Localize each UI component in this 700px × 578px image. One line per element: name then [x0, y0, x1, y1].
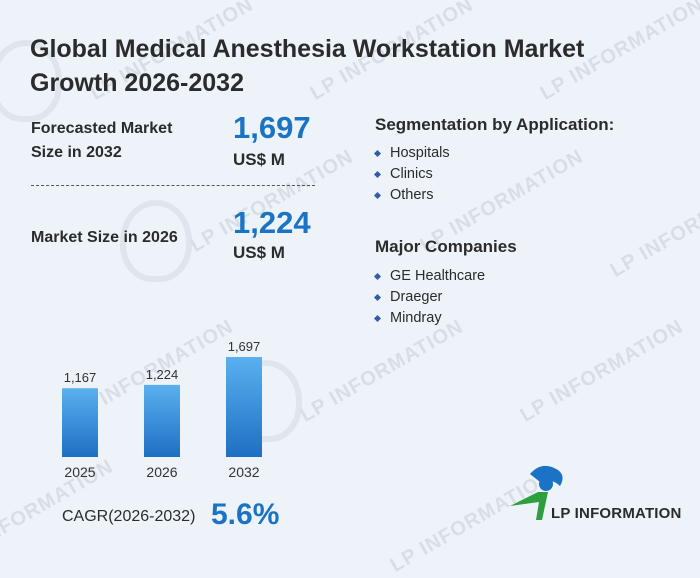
bullet-icon	[373, 170, 382, 179]
lp-logo-icon	[510, 465, 563, 520]
bullet-icon	[373, 191, 382, 200]
tick-label: 2025	[64, 464, 95, 480]
segment-label: Others	[390, 187, 434, 203]
segmentation-list: Hospitals Clinics Others	[373, 143, 450, 206]
logo-text: LP INFORMATION	[551, 505, 682, 522]
watermark-text: LP INFORMATION	[296, 315, 468, 427]
bullet-icon	[373, 314, 382, 323]
divider	[31, 185, 315, 186]
list-item: Hospitals	[373, 143, 450, 164]
cagr-label: CAGR(2026-2032)	[62, 508, 196, 525]
data-label: 1,697	[228, 339, 261, 354]
bar-2026	[144, 384, 180, 457]
segmentation-title: Segmentation by Application:	[375, 115, 615, 134]
companies-title: Major Companies	[375, 237, 517, 256]
list-item: GE Healthcare	[373, 266, 486, 287]
forecast-unit: US$ M	[233, 150, 285, 169]
cagr-value: 5.6%	[211, 498, 280, 531]
current-unit: US$ M	[233, 243, 285, 262]
bullet-icon	[373, 272, 382, 281]
watermark-text: LP INFORMATION	[516, 315, 688, 427]
bar-chart: 1,167 2025 1,224 2026 1,697 2032	[62, 339, 262, 480]
forecast-value: 1,697	[233, 110, 311, 145]
data-label: 1,167	[64, 370, 97, 385]
list-item: Draeger	[373, 287, 485, 308]
tick-label: 2032	[228, 464, 259, 480]
bar-2032	[226, 357, 262, 457]
current-label: Market Size in 2026	[31, 229, 178, 246]
data-label: 1,224	[146, 367, 179, 382]
bullet-icon	[373, 293, 382, 302]
forecast-label: Forecasted Market Size in 2032	[31, 120, 173, 161]
segment-label: Hospitals	[390, 145, 450, 161]
list-item: Clinics	[373, 164, 450, 185]
list-item: Mindray	[373, 308, 485, 329]
company-label: Mindray	[390, 310, 442, 326]
company-label: GE Healthcare	[390, 268, 486, 284]
tick-label: 2026	[146, 464, 177, 480]
company-label: Draeger	[390, 289, 443, 305]
bar-2025	[62, 388, 98, 457]
segment-label: Clinics	[390, 166, 433, 182]
list-item: Others	[373, 185, 450, 206]
companies-list: GE Healthcare Draeger Mindray	[373, 266, 486, 329]
watermark-text: LP INFORMATION	[606, 170, 700, 282]
current-value: 1,224	[233, 205, 311, 240]
bullet-icon	[373, 149, 382, 158]
page-title: Global Medical Anesthesia Workstation Ma…	[30, 35, 585, 97]
